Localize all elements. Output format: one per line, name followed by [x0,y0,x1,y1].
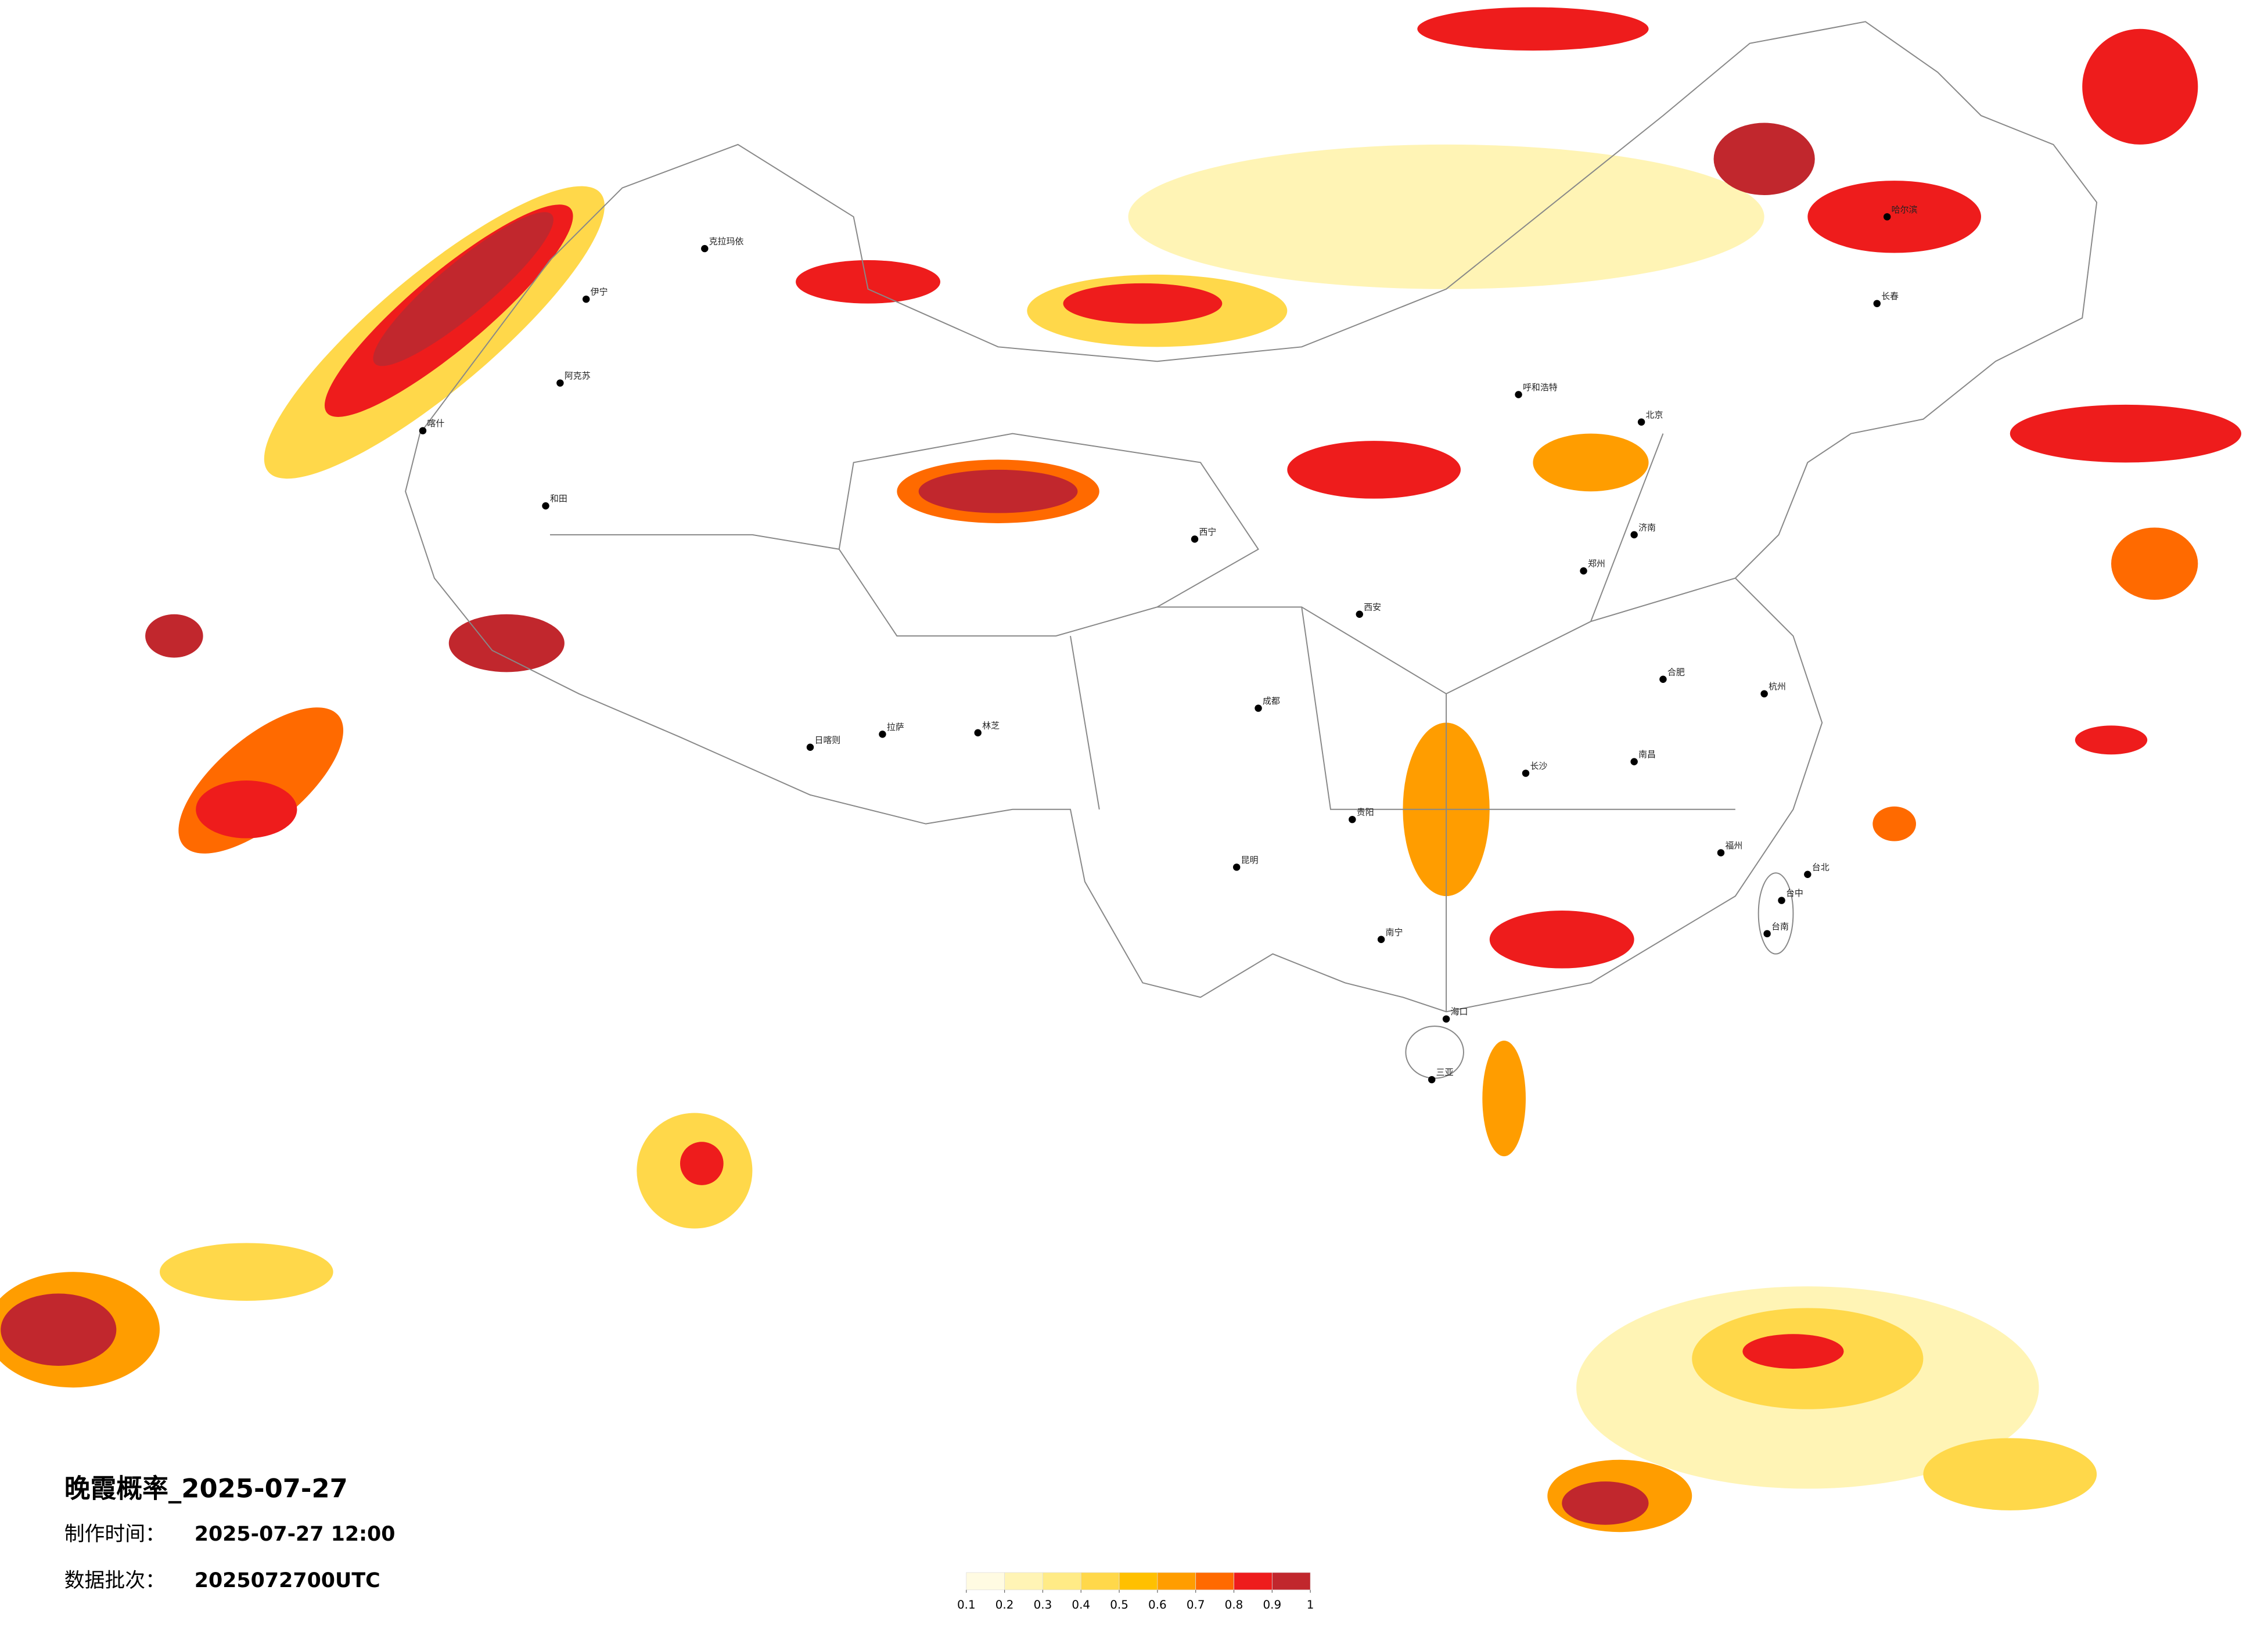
colorbar-tick-label: 0.3 [1034,1598,1052,1611]
city-label: 台北 [1812,862,1830,872]
city-label: 杭州 [1769,681,1786,692]
colorbar-cell [1119,1572,1158,1591]
city-label: 台南 [1771,921,1789,931]
city-label: 长沙 [1530,761,1547,771]
colorbar-tick-label: 0.2 [995,1598,1014,1611]
city-dot [1804,870,1811,878]
city-label: 贵阳 [1357,807,1374,818]
china-outline [405,21,2098,1079]
city-dot [1356,610,1363,618]
city-dot [1778,897,1785,904]
city-label: 克拉玛依 [709,236,744,247]
city-dot [879,731,886,738]
city-dot [1428,1075,1436,1084]
city-label: 合肥 [1667,667,1685,677]
colorbar-tick-label: 0.4 [1072,1598,1090,1611]
city-label: 长春 [1881,291,1899,301]
city-label: 台中 [1786,888,1803,898]
city-label: 昆明 [1241,855,1259,865]
batch-value: 2025072700UTC [195,1569,380,1592]
city-dot [1191,535,1199,543]
city-label: 呼和浩特 [1523,382,1558,393]
city-dot [1883,213,1891,221]
city-dot [1659,675,1667,683]
city-label: 日喀则 [814,735,840,745]
colorbar-tick-label: 1 [1307,1598,1314,1611]
map-title: 晚霞概率_2025-07-27 [64,1473,348,1503]
city-dot [1637,418,1645,426]
city-dot [1255,704,1262,712]
colorbar-tick-label: 0.9 [1263,1598,1281,1611]
city-label: 和田 [550,494,567,504]
city-dot [1717,849,1725,857]
city-dot [1515,391,1522,398]
produced-value: 2025-07-27 12:00 [195,1523,396,1546]
colorbar-cell [1157,1572,1196,1591]
city-dot [806,743,814,751]
city-label: 伊宁 [591,287,608,297]
city-label: 林芝 [982,720,1000,731]
colorbar-cell [966,1572,1005,1591]
city-label: 西宁 [1199,527,1217,537]
city-label: 成都 [1263,696,1280,706]
probability-field [0,7,2241,1533]
colorbar-cell [1043,1572,1081,1591]
city-dot [1442,1015,1450,1023]
city-dot [1377,936,1385,943]
city-label: 南昌 [1638,749,1656,760]
city-dot [1580,567,1587,575]
city-dot [419,427,427,434]
city-dot [1349,815,1356,823]
colorbar-cell [1195,1572,1234,1591]
city-label: 福州 [1725,840,1742,851]
colorbar-tick-label: 0.7 [1187,1598,1205,1611]
city-dot [556,379,564,387]
city-label: 阿克苏 [565,370,591,381]
city-label: 海口 [1451,1006,1468,1017]
city-dot [701,244,709,253]
colorbar-cell [1080,1572,1120,1591]
city-label: 济南 [1638,522,1656,533]
colorbar-tick-label: 0.6 [1148,1598,1167,1611]
city-label: 拉萨 [887,722,904,732]
city-dot [1763,930,1771,938]
city-dot [582,295,590,303]
city-dot [974,729,982,737]
city-dot [1630,531,1638,539]
city-label: 南宁 [1386,927,1403,937]
colorbar-cell [1004,1572,1043,1591]
colorbar-cell [1234,1572,1273,1591]
city-label: 哈尔滨 [1892,204,1918,215]
city-dot [1630,758,1638,765]
colorbar-tick-label: 0.1 [957,1598,976,1611]
city-dot [1232,864,1241,871]
city-label: 喀什 [427,418,444,429]
colorbar-cell [1271,1572,1311,1591]
city-dot [1522,769,1530,777]
city-dot [542,502,549,510]
city-label: 郑州 [1588,559,1605,569]
colorbar-tick-label: 0.8 [1225,1598,1243,1611]
city-dot [1873,300,1881,307]
city-label: 三亚 [1436,1067,1454,1078]
colorbar: 0.1 0.2 0.3 0.4 0.5 0.6 0.7 0.8 0.9 1 [957,1572,1314,1611]
produced-label: 制作时间： [64,1523,166,1546]
batch-label: 数据批次： [64,1569,166,1592]
colorbar-tick-label: 0.5 [1110,1598,1128,1611]
city-layer: 克拉玛依伊宁阿克苏和田喀什拉萨日喀则林芝西宁呼和浩特北京长春哈尔滨郑州贵阳昆明南… [419,204,1918,1084]
city-label: 北京 [1646,409,1663,420]
city-label: 西安 [1364,602,1381,612]
city-dot [1760,690,1768,697]
